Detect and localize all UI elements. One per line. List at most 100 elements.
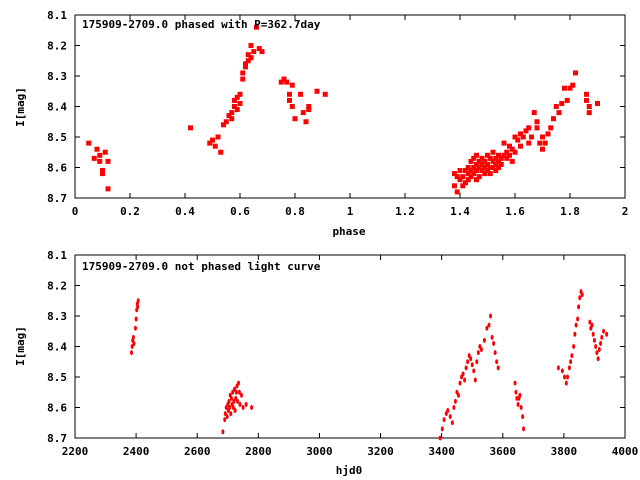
phased-data-point	[91, 155, 97, 161]
unphased-data-point	[492, 340, 496, 346]
unphased-data-point	[479, 347, 483, 353]
phased-data-point	[485, 168, 490, 174]
unphased-x-tick-label: 3400	[428, 445, 455, 458]
phased-data-point	[512, 149, 518, 155]
phased-data-point	[518, 143, 523, 149]
phased-data-point	[226, 113, 232, 119]
unphased-data-point	[233, 408, 237, 414]
phased-data-point	[248, 43, 254, 48]
unphased-data-point	[237, 389, 241, 395]
phased-x-tick-label: 1.2	[395, 205, 415, 218]
phased-data-point	[463, 168, 468, 174]
unphased-data-point	[240, 392, 244, 398]
unphased-y-axis-title: I[mag]	[14, 326, 27, 366]
phased-data-point	[278, 79, 284, 85]
phased-data-point	[300, 110, 306, 116]
phased-data-point	[507, 152, 512, 158]
unphased-y-tick-label: 8.1	[47, 249, 67, 262]
phased-data-point	[504, 149, 510, 155]
unphased-data-point	[466, 359, 470, 365]
unphased-data-point	[463, 377, 467, 383]
unphased-data-point	[452, 405, 456, 410]
phased-data-point	[595, 100, 600, 106]
phased-data-point	[490, 165, 496, 170]
unphased-data-point	[132, 340, 136, 346]
phased-data-point	[221, 122, 226, 128]
unphased-x-tick-label: 2200	[62, 445, 89, 458]
phased-data-point	[254, 24, 259, 30]
unphased-data-point	[600, 334, 604, 340]
phased-data-point	[545, 131, 551, 137]
phased-data-point	[234, 94, 240, 100]
phased-x-tick-label: 1.8	[560, 205, 580, 218]
unphased-data-point	[236, 398, 240, 404]
phased-data-point	[284, 79, 290, 85]
phased-y-tick-label: 8.2	[47, 40, 67, 53]
unphased-x-tick-label: 2600	[184, 445, 211, 458]
unphased-y-tick-label: 8.6	[47, 402, 67, 415]
phased-data-point	[537, 140, 543, 146]
unphased-data-point	[578, 295, 582, 301]
unphased-data-point	[597, 347, 601, 353]
phased-data-point	[498, 155, 504, 161]
phased-data-point	[232, 104, 237, 109]
phased-data-point	[485, 161, 490, 167]
phased-x-tick-label: 1.4	[450, 205, 470, 218]
phased-y-tick-label: 8.1	[47, 9, 67, 22]
phased-data-point	[540, 134, 545, 140]
phased-data-point	[498, 161, 504, 167]
phased-data-point	[474, 177, 479, 183]
unphased-data-point	[250, 405, 254, 410]
phased-data-point	[454, 189, 460, 195]
phased-x-tick-label: 0	[72, 205, 79, 218]
unphased-data-point	[461, 371, 465, 377]
phased-data-point	[479, 168, 485, 174]
phased-data-point	[520, 134, 526, 140]
unphased-panel-title: 175909-2709.0 not phased light curve	[82, 260, 321, 273]
unphased-data-point	[136, 304, 140, 310]
phased-data-point	[105, 158, 111, 164]
phased-data-point	[501, 140, 507, 146]
unphased-data-point	[244, 401, 248, 407]
unphased-x-tick-label: 2800	[245, 445, 272, 458]
phased-data-point	[460, 174, 466, 180]
phased-data-point	[468, 174, 474, 180]
unphased-data-point	[234, 389, 238, 395]
unphased-data-point	[596, 356, 600, 362]
phased-data-point	[468, 158, 474, 164]
phased-y-tick-label: 8.3	[47, 70, 67, 83]
unphased-data-point	[519, 405, 523, 410]
phased-data-point	[496, 165, 501, 170]
phased-data-point	[245, 52, 251, 58]
unphased-data-point	[232, 398, 236, 404]
phased-data-point	[100, 171, 105, 177]
unphased-data-point	[241, 405, 245, 410]
phased-data-point	[468, 168, 474, 174]
phased-data-point	[207, 140, 213, 146]
phased-data-point	[465, 177, 471, 183]
phased-data-point	[223, 119, 229, 125]
unphased-data-point	[602, 328, 606, 334]
phased-data-point	[457, 177, 463, 183]
unphased-y-tick-label: 8.3	[47, 310, 67, 323]
phased-data-point	[474, 161, 479, 167]
phased-data-point	[542, 140, 548, 146]
phased-data-point	[256, 46, 262, 52]
unphased-data-point	[446, 408, 450, 414]
unphased-data-point	[482, 337, 486, 343]
phased-data-point	[452, 171, 457, 177]
phased-data-point	[237, 100, 243, 106]
phased-y-tick-label: 8.6	[47, 162, 67, 175]
unphased-data-point	[458, 380, 462, 386]
unphased-data-point	[556, 365, 560, 371]
phased-data-point	[570, 82, 576, 88]
phased-data-point	[584, 91, 589, 97]
phased-data-point	[564, 97, 570, 103]
unphased-data-point	[515, 395, 519, 401]
unphased-data-point	[566, 374, 570, 380]
phased-data-point	[210, 137, 215, 143]
unphased-y-tick-label: 8.7	[47, 432, 67, 445]
unphased-x-tick-label: 4000	[612, 445, 639, 458]
unphased-data-point	[567, 365, 571, 371]
unphased-data-point	[563, 374, 566, 380]
